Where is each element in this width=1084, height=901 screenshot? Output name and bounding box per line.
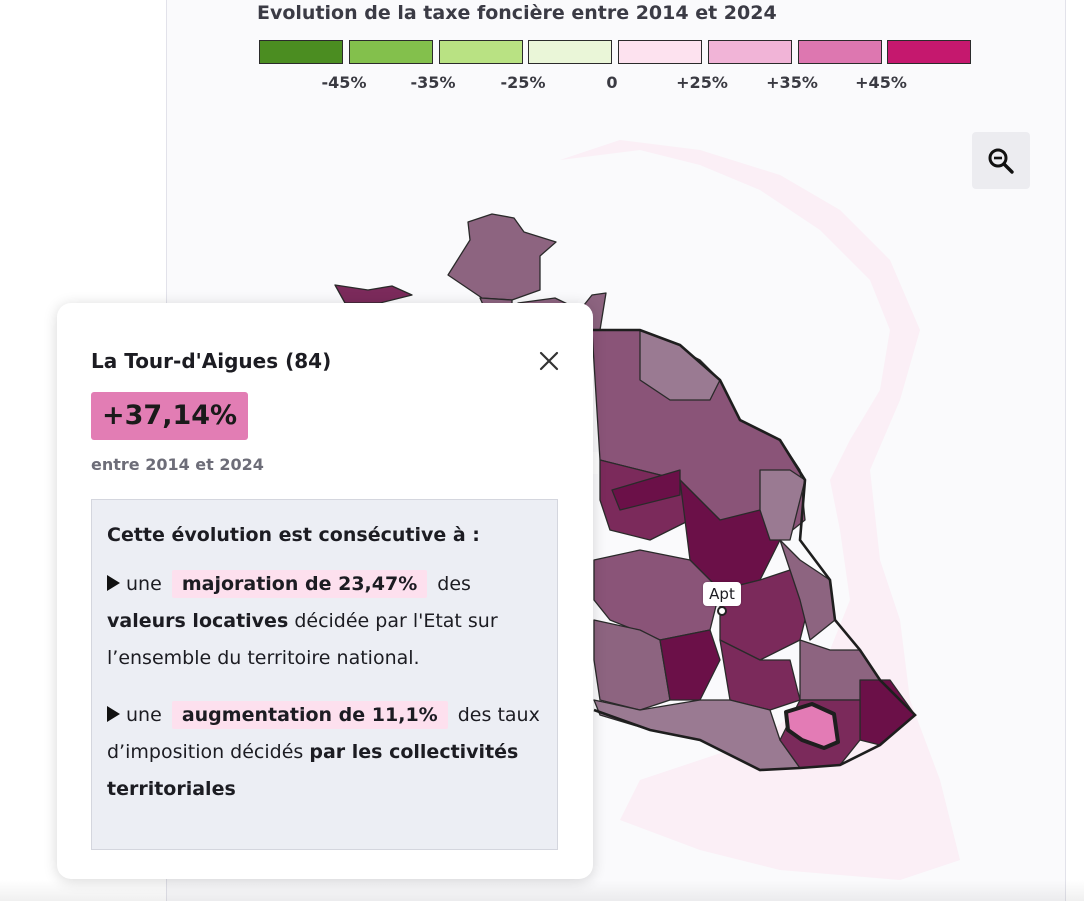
legend-swatch-6 (708, 40, 792, 64)
legend-title: Evolution de la taxe foncière entre 2014… (257, 2, 777, 24)
commune-center-c[interactable] (611, 469, 681, 511)
legend-tick-2: -35% (410, 73, 456, 92)
explanation-box: Cette évolution est consécutive à : une … (91, 499, 558, 850)
legend-tick-1: -45% (321, 73, 367, 92)
item1-bold: valeurs locatives (107, 610, 289, 632)
evolution-value-badge: +37,14% (91, 392, 249, 440)
department-north[interactable] (447, 213, 557, 301)
item2-prefix: une (126, 704, 162, 726)
legend-tick-3: -25% (500, 73, 546, 92)
legend-swatch-5 (618, 40, 702, 64)
choropleth-map[interactable] (167, 100, 1064, 901)
bullet-triangle-icon (107, 575, 120, 591)
map-edge-marker (588, 452, 598, 474)
commune-popup: La Tour-d'Aigues (84) +37,14% entre 2014… (57, 303, 593, 879)
commune-center-e[interactable] (759, 469, 806, 541)
legend-tick-6: +35% (766, 73, 818, 92)
legend-swatch-2 (349, 40, 433, 64)
bottom-shadow (0, 880, 1084, 901)
place-label-apt: Apt (703, 582, 741, 606)
close-button[interactable] (537, 349, 561, 373)
legend-swatch-1 (259, 40, 343, 64)
commune-south-border[interactable] (593, 699, 801, 771)
commune-east-a[interactable] (779, 539, 836, 641)
legend-tick-7: +45% (855, 73, 907, 92)
close-icon (539, 351, 559, 371)
legend-swatch-7 (798, 40, 882, 64)
color-legend (259, 40, 971, 64)
bullet-triangle-icon (107, 706, 120, 722)
region-outline (592, 328, 917, 772)
place-dot-apt (717, 606, 727, 616)
legend-tick-4: 0 (606, 73, 618, 92)
period-label: entre 2014 et 2024 (91, 455, 264, 474)
zoom-out-icon (988, 148, 1014, 174)
explanation-item-2: une augmentation de 11,1% des taux d’imp… (107, 697, 547, 808)
legend-tick-5: +25% (676, 73, 728, 92)
commune-south-west[interactable] (593, 619, 671, 711)
popup-title: La Tour-d'Aigues (84) (91, 349, 332, 373)
item1-prefix: une (126, 573, 162, 595)
explanation-heading: Cette évolution est consécutive à : (107, 524, 480, 546)
legend-swatch-4 (528, 40, 612, 64)
selected-commune-la-tour-d-aigues[interactable] (784, 702, 840, 750)
explanation-item-1: une majoration de 23,47% des valeurs loc… (107, 566, 547, 677)
commune-south-a[interactable] (659, 629, 721, 701)
item1-mid: des (437, 573, 471, 595)
item2-highlight: augmentation de 11,1% (171, 701, 448, 729)
legend-swatch-3 (439, 40, 523, 64)
item2-bold: par les collectivités territoriales (107, 741, 519, 800)
legend-swatch-8 (887, 40, 971, 64)
item2-mid: des taux d’imposition décidés (107, 704, 540, 763)
commune-west-top[interactable] (334, 284, 413, 304)
item1-rest: décidée par l'Etat sur l’ensemble du ter… (107, 610, 498, 669)
zoom-out-button[interactable] (972, 132, 1030, 189)
item1-highlight: majoration de 23,47% (171, 570, 428, 598)
